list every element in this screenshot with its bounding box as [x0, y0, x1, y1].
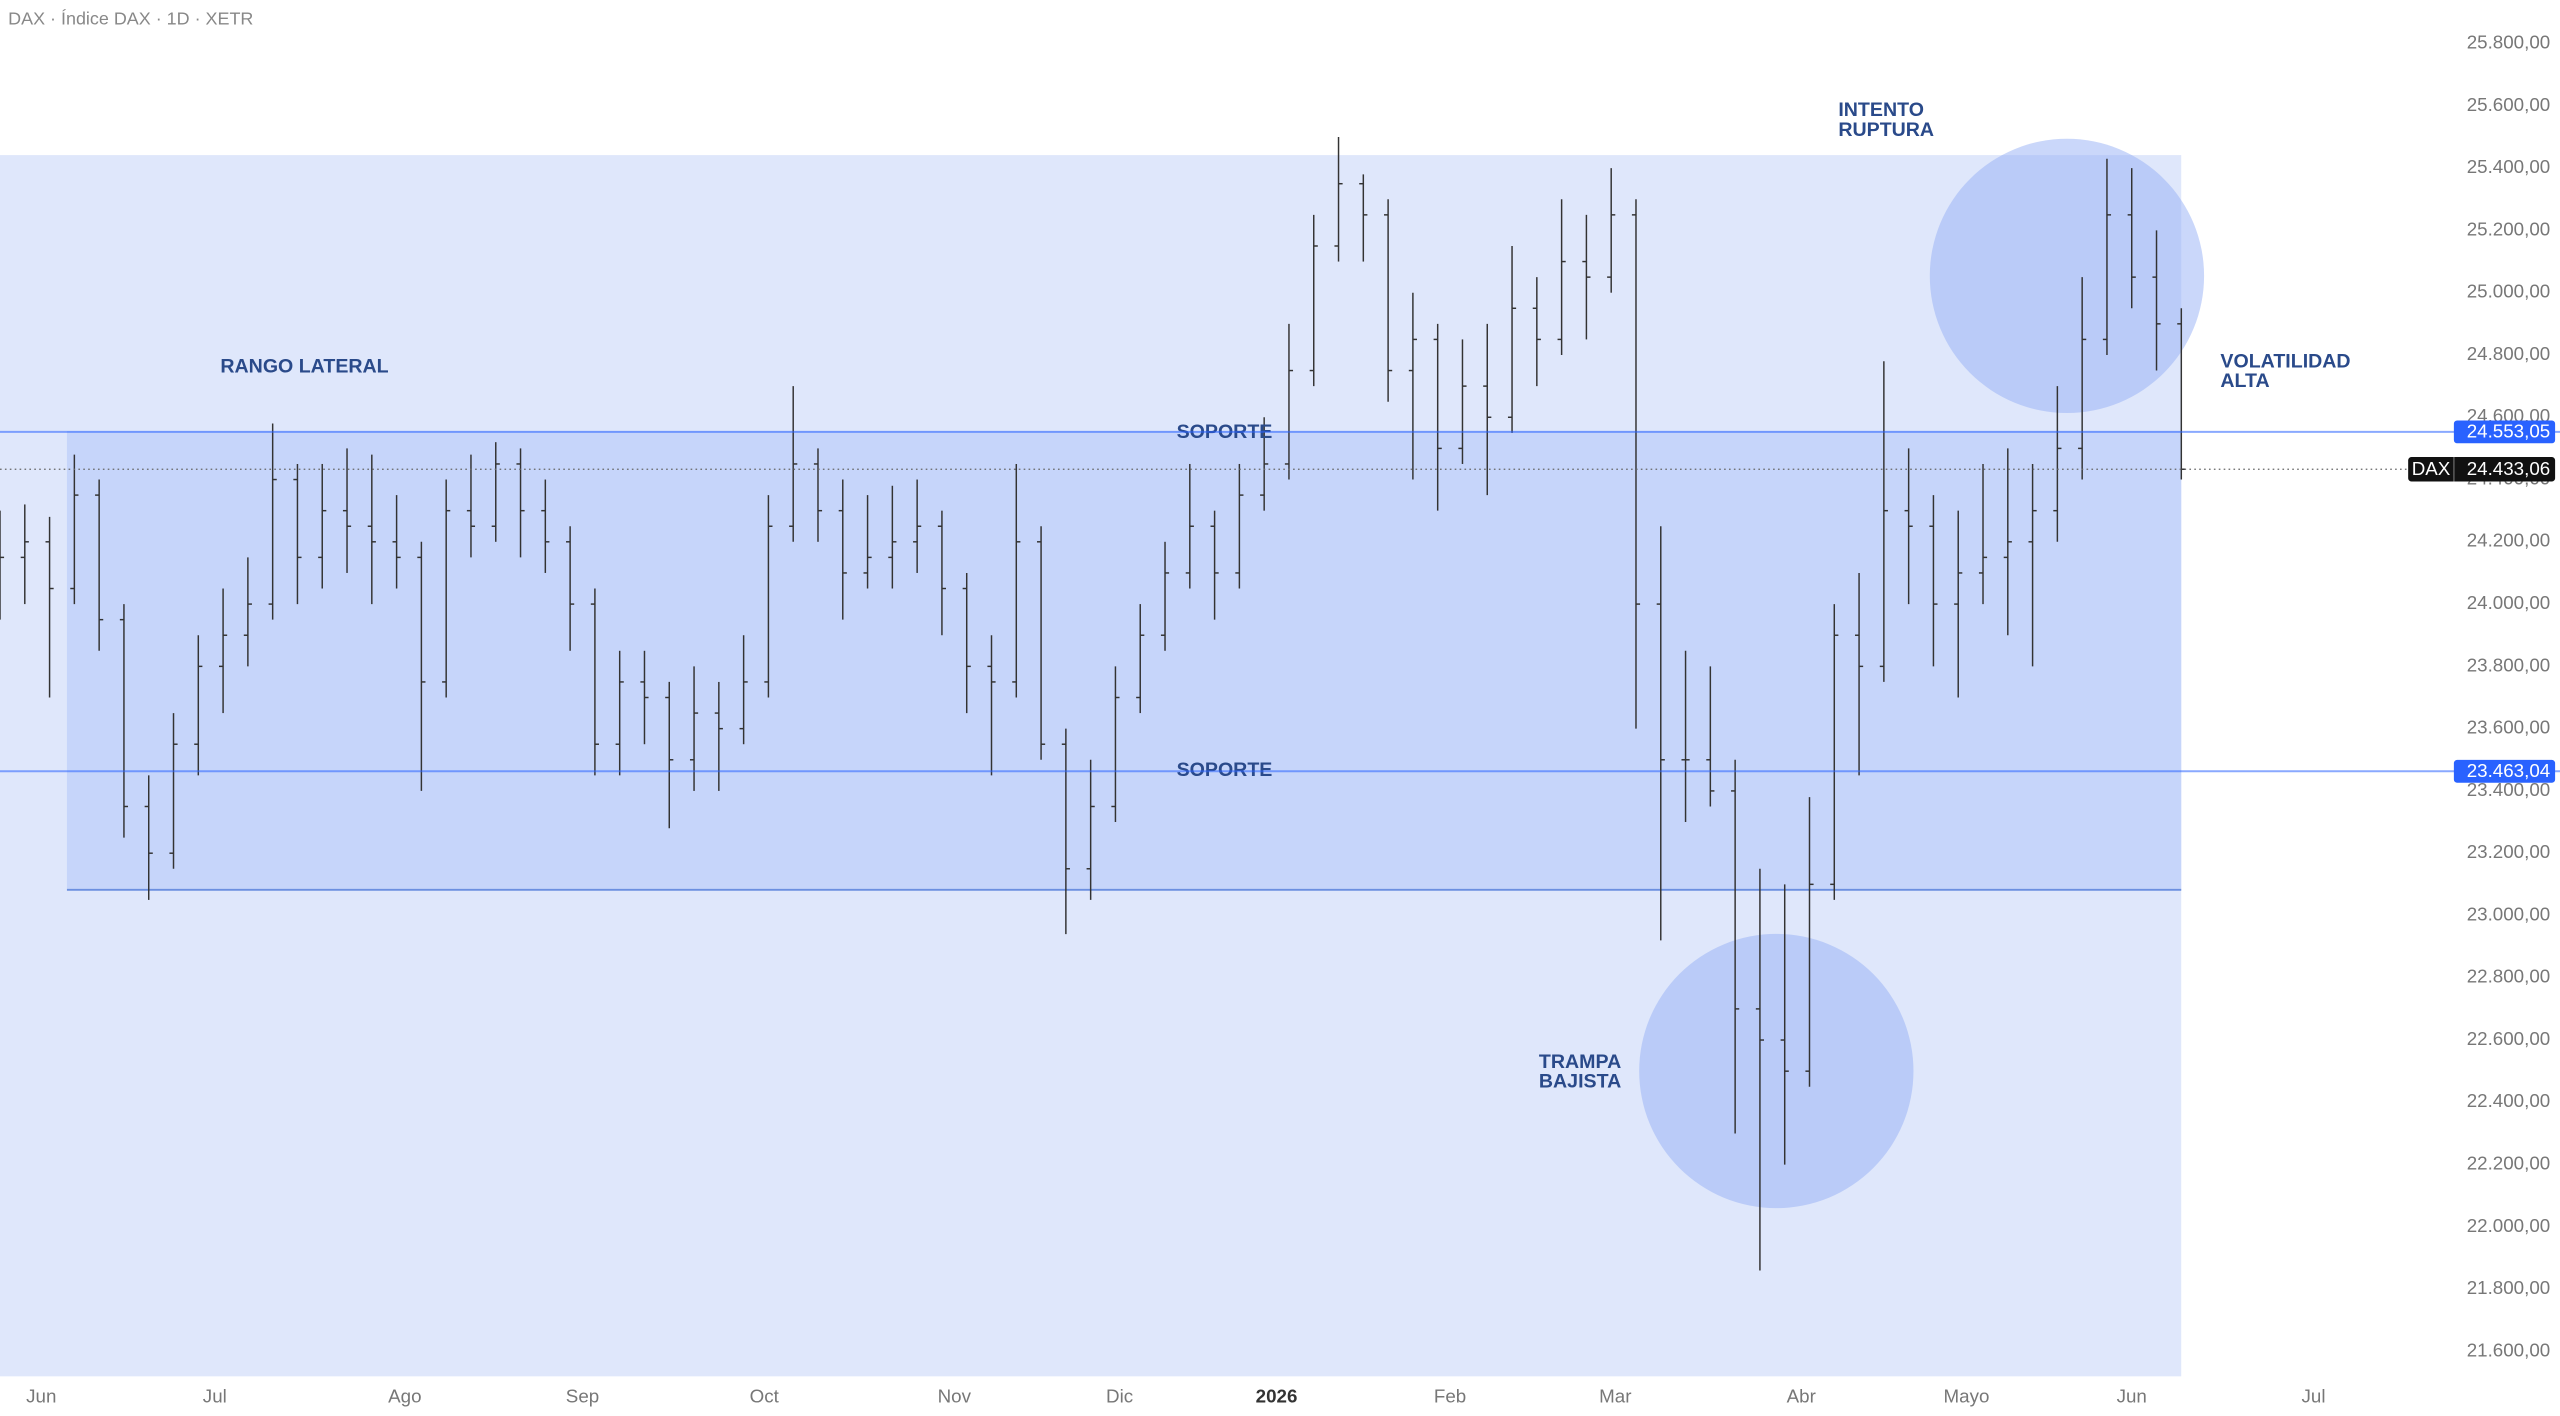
y-tick-label: 25.600,00: [2467, 94, 2550, 115]
y-tick-label: 22.600,00: [2467, 1028, 2550, 1049]
highlight-circle: [1639, 933, 1914, 1209]
highlight-circle: [1929, 138, 2205, 414]
y-tick-label: 24.800,00: [2467, 343, 2550, 364]
x-tick-label: Nov: [938, 1386, 972, 1407]
x-tick-label: Oct: [750, 1386, 780, 1407]
y-tick-label: 23.600,00: [2467, 717, 2550, 738]
y-tick-label: 22.200,00: [2467, 1153, 2550, 1174]
y-tick-label: 21.600,00: [2467, 1339, 2550, 1360]
y-tick-label: 25.000,00: [2467, 281, 2550, 302]
y-tick-label: 25.200,00: [2467, 218, 2550, 239]
x-tick-label: Ago: [388, 1386, 421, 1407]
header-title: DAX · Índice DAX · 1D · XETR: [8, 8, 253, 28]
level-label: 23.463,04: [2467, 760, 2550, 781]
annotation: INTENTO: [1838, 99, 1924, 121]
annotation: TRAMPA: [1539, 1051, 1621, 1073]
x-tick-label: Jun: [2117, 1386, 2147, 1407]
level-label: 24.553,05: [2467, 421, 2550, 442]
annotation: VOLATILIDAD: [2220, 351, 2350, 373]
y-tick-label: 23.000,00: [2467, 903, 2550, 924]
y-tick-label: 22.400,00: [2467, 1090, 2550, 1111]
annotation: ALTA: [2220, 370, 2269, 392]
x-tick-label: Jun: [26, 1386, 56, 1407]
y-tick-label: 22.800,00: [2467, 966, 2550, 987]
y-tick-label: 24.200,00: [2467, 530, 2550, 551]
last-price-label: 24.433,06: [2467, 458, 2550, 479]
y-tick-label: 25.400,00: [2467, 156, 2550, 177]
level-badge: [2453, 759, 2556, 783]
x-tick-label: Feb: [1434, 1386, 1466, 1407]
y-tick-label: 25.800,00: [2467, 32, 2550, 53]
x-tick-label: Mar: [1599, 1386, 1631, 1407]
annotation: RUPTURA: [1838, 119, 1934, 141]
annotation: RANGO LATERAL: [220, 356, 388, 378]
y-tick-label: 23.800,00: [2467, 654, 2550, 675]
annotation: BAJISTA: [1539, 1071, 1621, 1093]
x-tick-label: Mayo: [1944, 1386, 1990, 1407]
y-tick-label: 23.400,00: [2467, 779, 2550, 800]
series-name: DAX: [2412, 458, 2451, 479]
range-box: [66, 431, 2182, 890]
y-tick-label: 24.000,00: [2467, 592, 2550, 613]
x-tick-label: 2026: [1256, 1386, 1298, 1407]
y-tick-label: 21.800,00: [2467, 1277, 2550, 1298]
level-badge: [2453, 420, 2556, 444]
x-tick-label: Sep: [566, 1386, 599, 1407]
x-tick-label: Jul: [2302, 1386, 2326, 1407]
y-tick-label: 22.000,00: [2467, 1215, 2550, 1236]
y-tick-label: 23.200,00: [2467, 841, 2550, 862]
last-price-badge: [2408, 456, 2556, 482]
x-tick-label: Abr: [1787, 1386, 1816, 1407]
x-tick-label: Dic: [1106, 1386, 1133, 1407]
annotation: SOPORTE: [1177, 759, 1273, 781]
x-tick-label: Jul: [203, 1386, 227, 1407]
